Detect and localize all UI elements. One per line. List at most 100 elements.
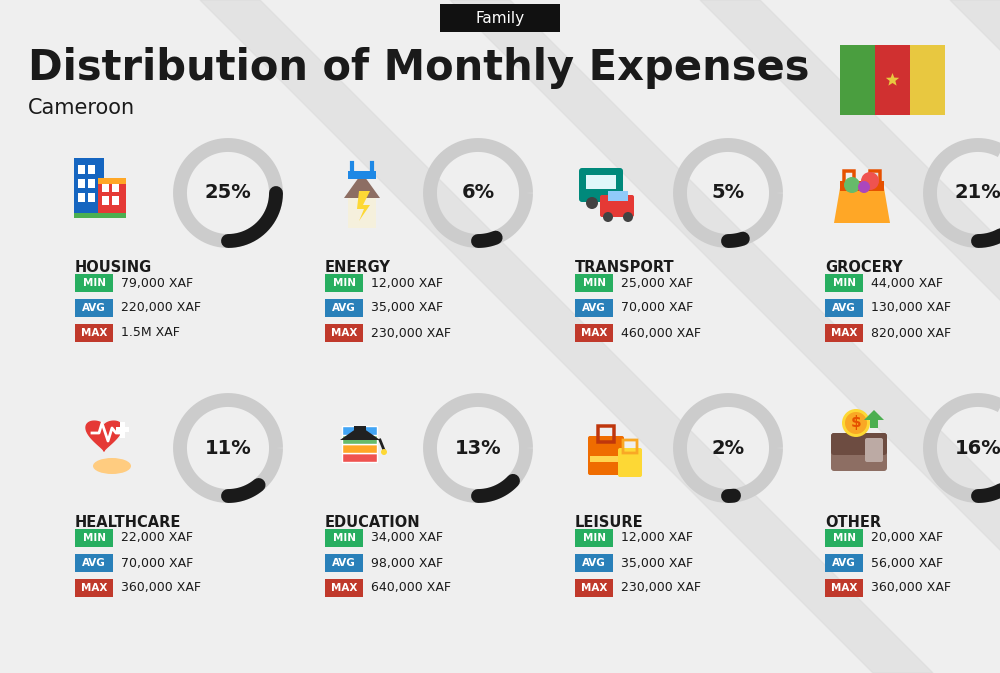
FancyBboxPatch shape <box>588 436 624 475</box>
Circle shape <box>844 177 860 193</box>
Text: MAX: MAX <box>831 583 857 593</box>
Bar <box>586 175 616 189</box>
Bar <box>875 45 910 115</box>
Text: MAX: MAX <box>81 328 107 338</box>
Bar <box>75 529 113 547</box>
Text: 640,000 XAF: 640,000 XAF <box>371 581 451 594</box>
Bar <box>120 422 125 438</box>
Text: 220,000 XAF: 220,000 XAF <box>121 302 201 314</box>
Bar <box>348 198 376 228</box>
Text: 35,000 XAF: 35,000 XAF <box>371 302 443 314</box>
Text: Family: Family <box>475 11 525 26</box>
Circle shape <box>610 197 622 209</box>
FancyBboxPatch shape <box>600 195 634 217</box>
Text: 98,000 XAF: 98,000 XAF <box>371 557 443 569</box>
Circle shape <box>586 197 598 209</box>
Text: AVG: AVG <box>332 303 356 313</box>
Text: AVG: AVG <box>82 303 106 313</box>
Text: ENERGY: ENERGY <box>325 260 391 275</box>
Bar <box>78 179 85 188</box>
Bar <box>78 193 85 202</box>
Text: AVG: AVG <box>332 558 356 568</box>
Text: Cameroon: Cameroon <box>28 98 135 118</box>
Bar <box>575 554 613 572</box>
Polygon shape <box>950 0 1000 673</box>
Bar <box>116 427 129 432</box>
Polygon shape <box>886 73 899 85</box>
Bar <box>75 324 113 342</box>
FancyBboxPatch shape <box>342 426 377 435</box>
Text: 11%: 11% <box>205 439 251 458</box>
Text: 360,000 XAF: 360,000 XAF <box>121 581 201 594</box>
Text: GROCERY: GROCERY <box>825 260 903 275</box>
Text: AVG: AVG <box>832 558 856 568</box>
Polygon shape <box>834 188 890 223</box>
Circle shape <box>858 181 870 193</box>
Bar <box>75 554 113 572</box>
Bar <box>75 579 113 597</box>
FancyBboxPatch shape <box>342 435 377 444</box>
Text: 35,000 XAF: 35,000 XAF <box>621 557 693 569</box>
Bar <box>88 165 95 174</box>
FancyBboxPatch shape <box>618 448 642 477</box>
Text: 230,000 XAF: 230,000 XAF <box>621 581 701 594</box>
Circle shape <box>623 212 633 222</box>
Text: AVG: AVG <box>82 558 106 568</box>
Bar <box>88 179 95 188</box>
Text: 22,000 XAF: 22,000 XAF <box>121 532 193 544</box>
Bar <box>354 426 366 432</box>
Text: 130,000 XAF: 130,000 XAF <box>871 302 951 314</box>
Text: 16%: 16% <box>955 439 1000 458</box>
Bar <box>825 299 863 317</box>
Text: AVG: AVG <box>832 303 856 313</box>
Text: 1.5M XAF: 1.5M XAF <box>121 326 180 339</box>
Bar <box>325 274 363 292</box>
Text: AVG: AVG <box>582 303 606 313</box>
Text: 360,000 XAF: 360,000 XAF <box>871 581 951 594</box>
Text: 70,000 XAF: 70,000 XAF <box>621 302 693 314</box>
Text: LEISURE: LEISURE <box>575 515 644 530</box>
Text: MAX: MAX <box>581 583 607 593</box>
Text: 25%: 25% <box>205 184 251 203</box>
Text: TRANSPORT: TRANSPORT <box>575 260 675 275</box>
FancyBboxPatch shape <box>865 438 883 462</box>
Circle shape <box>861 172 879 190</box>
Text: 460,000 XAF: 460,000 XAF <box>621 326 701 339</box>
FancyBboxPatch shape <box>579 168 623 202</box>
Bar <box>608 191 628 201</box>
Bar <box>325 554 363 572</box>
Bar <box>825 529 863 547</box>
Text: 820,000 XAF: 820,000 XAF <box>871 326 951 339</box>
Text: 12,000 XAF: 12,000 XAF <box>371 277 443 289</box>
Polygon shape <box>357 191 370 221</box>
Text: MIN: MIN <box>582 533 606 543</box>
Bar <box>590 456 622 462</box>
Bar <box>98 178 126 216</box>
Bar <box>910 45 945 115</box>
Ellipse shape <box>93 458 131 474</box>
Text: OTHER: OTHER <box>825 515 881 530</box>
Bar <box>348 171 376 179</box>
Polygon shape <box>200 0 933 673</box>
Bar <box>112 196 119 205</box>
Text: MAX: MAX <box>81 583 107 593</box>
Polygon shape <box>700 0 1000 673</box>
Text: 70,000 XAF: 70,000 XAF <box>121 557 193 569</box>
Text: 6%: 6% <box>461 184 495 203</box>
Text: AVG: AVG <box>582 558 606 568</box>
Polygon shape <box>450 0 1000 673</box>
Polygon shape <box>86 421 122 451</box>
Text: 5%: 5% <box>711 184 745 203</box>
Text: MAX: MAX <box>831 328 857 338</box>
Text: $: $ <box>851 415 861 431</box>
Bar <box>575 299 613 317</box>
Bar <box>98 213 126 218</box>
Text: MAX: MAX <box>331 328 357 338</box>
Bar <box>840 45 875 115</box>
Circle shape <box>845 412 867 434</box>
Text: HEALTHCARE: HEALTHCARE <box>75 515 181 530</box>
Text: 230,000 XAF: 230,000 XAF <box>371 326 451 339</box>
FancyBboxPatch shape <box>831 433 887 455</box>
Circle shape <box>381 449 387 455</box>
Text: MIN: MIN <box>82 533 106 543</box>
